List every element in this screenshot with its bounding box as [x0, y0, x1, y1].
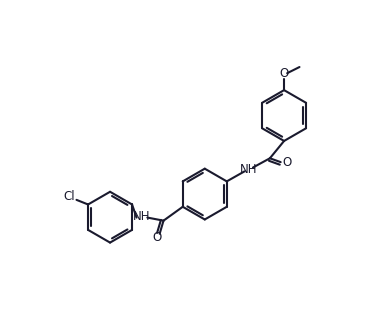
Text: O: O [153, 231, 162, 244]
Text: Cl: Cl [63, 190, 75, 203]
Text: NH: NH [240, 163, 257, 176]
Text: O: O [282, 156, 291, 169]
Text: NH: NH [133, 210, 151, 223]
Text: O: O [279, 67, 289, 80]
